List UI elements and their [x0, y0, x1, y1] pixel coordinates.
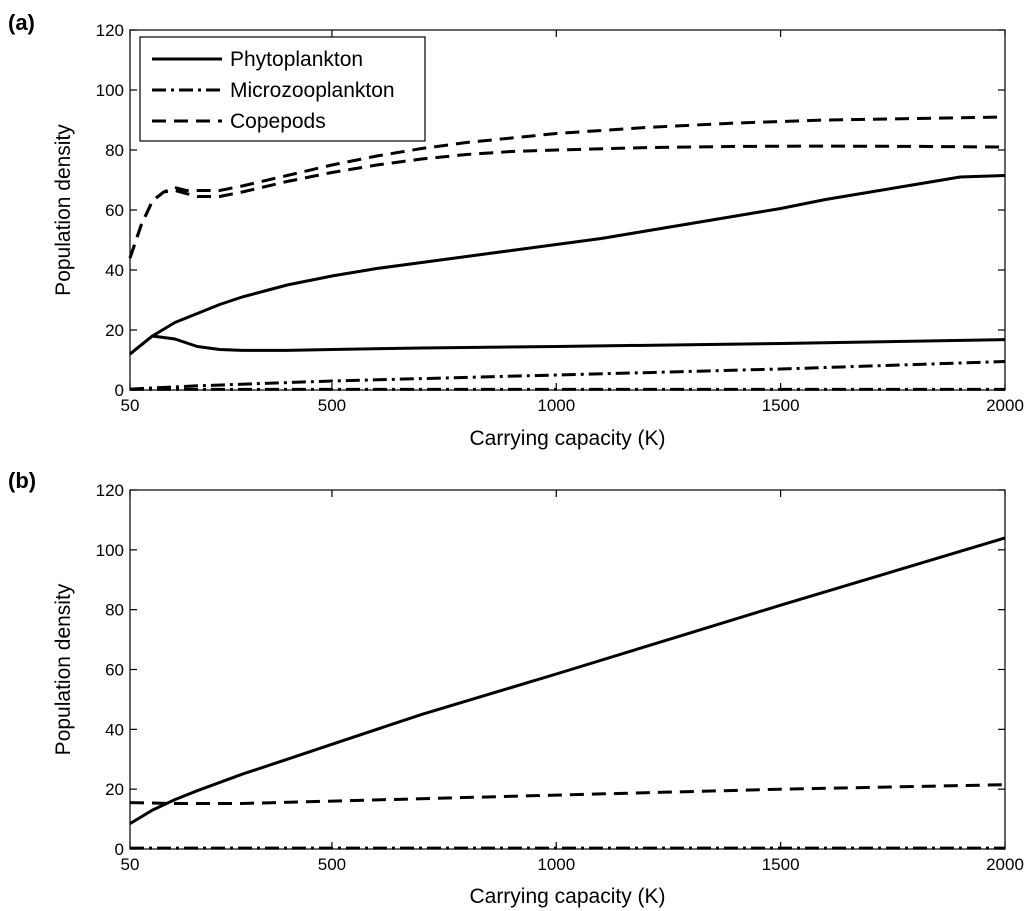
y-tick-label: 40: [105, 720, 124, 739]
panel-label: (b): [8, 468, 36, 493]
x-tick-label: 500: [318, 855, 346, 874]
legend: Phytoplankton Microzooplankton Copepods: [139, 36, 426, 142]
y-tick-label: 20: [105, 321, 124, 340]
x-tick-label: 2000: [986, 855, 1024, 874]
x-tick-label: 500: [318, 396, 346, 415]
panel-label: (a): [8, 10, 35, 35]
y-tick-label: 100: [96, 541, 124, 560]
y-tick-label: 80: [105, 601, 124, 620]
x-tick-label: 50: [121, 396, 140, 415]
y-tick-label: 0: [115, 840, 124, 859]
x-axis-title: Carrying capacity (K): [469, 885, 665, 908]
series-line-phytoplankton: [129, 536, 1006, 825]
x-tick-label: 50: [121, 855, 140, 874]
y-axis-title: Population density: [52, 583, 75, 755]
x-tick-label: 1000: [537, 855, 575, 874]
legend-label: Microzooplankton: [230, 79, 395, 102]
y-axis-title: Population density: [52, 124, 75, 296]
panel-b: 50 500 1000 1500 2000 0 20 40 60 80 100 120 Carrying…: [8, 468, 1024, 908]
x-tick-label: 1500: [762, 855, 800, 874]
x-tick-label: 1500: [762, 396, 800, 415]
panel-a: 50 500 1000 1500 2000 0 20 40 60 80 100 120 Carrying…: [8, 10, 1024, 450]
series-line-microzooplankton: [129, 360, 1006, 391]
y-tick-label: 60: [105, 201, 124, 220]
y-tick-label: 100: [96, 81, 124, 100]
y-tick-label: 120: [96, 21, 124, 40]
y-tick-label: 60: [105, 661, 124, 680]
series-line-phytoplankton: [129, 174, 1006, 356]
legend-label: Copepods: [230, 110, 326, 133]
y-tick-label: 120: [96, 481, 124, 500]
x-tick-label: 2000: [986, 396, 1024, 415]
series-line-copepods: [128, 144, 1006, 259]
legend-label: Phytoplankton: [230, 48, 363, 71]
y-tick-label: 80: [105, 141, 124, 160]
y-tick-label: 0: [115, 381, 124, 400]
series-line-copepods: [129, 783, 1006, 805]
x-tick-label: 1000: [537, 396, 575, 415]
series-line-phytoplankton: [129, 334, 1006, 356]
x-axis-title: Carrying capacity (K): [469, 427, 665, 450]
y-tick-label: 40: [105, 261, 124, 280]
y-tick-label: 20: [105, 780, 124, 799]
